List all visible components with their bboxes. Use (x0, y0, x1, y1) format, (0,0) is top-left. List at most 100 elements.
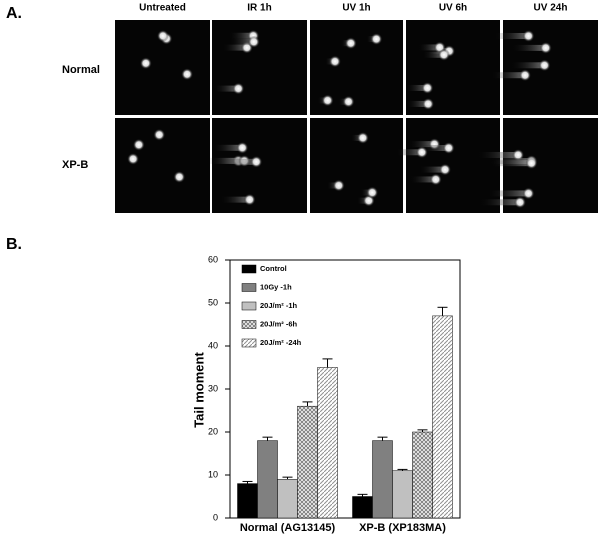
comet-tail (228, 38, 254, 45)
comet-tail (409, 176, 436, 183)
comet-image (212, 20, 307, 115)
error-bar (377, 436, 388, 441)
error-bar (302, 401, 313, 407)
comet-head (429, 173, 442, 186)
bar (237, 483, 258, 519)
comet-tail (418, 166, 446, 173)
x-tick-label: Normal (AG13145) (240, 522, 336, 534)
comet-tail (219, 196, 250, 203)
y-tick-label: 40 (208, 340, 218, 350)
bar (257, 440, 278, 519)
comet-head (512, 148, 525, 161)
bar (372, 440, 393, 519)
y-tick-label: 30 (208, 383, 218, 393)
row-label: Normal (62, 64, 100, 76)
comet-head (173, 170, 186, 183)
bar (297, 405, 318, 519)
error-bar (262, 436, 273, 441)
legend-swatch (241, 320, 257, 329)
comet-tail (493, 32, 529, 39)
error-bar (437, 306, 448, 316)
comet-tail (228, 32, 254, 39)
comet-tail (489, 160, 532, 167)
error-bar (242, 480, 253, 484)
legend-swatch (241, 301, 257, 311)
comet-head (132, 138, 145, 151)
legend-label: 20J/m² -24h (260, 338, 302, 347)
comet-head (243, 193, 256, 206)
comet-tail (490, 72, 526, 79)
comet-head (522, 29, 535, 42)
y-tick-label: 50 (208, 297, 218, 307)
comet-tail (510, 44, 546, 51)
legend-swatch (241, 338, 257, 348)
comet-tail (476, 151, 519, 158)
comet-head (329, 55, 342, 68)
comet-tail (421, 51, 444, 58)
error-bar (322, 358, 333, 368)
comet-head (139, 57, 152, 70)
error-bar (282, 476, 293, 480)
comet-image (406, 20, 500, 115)
comet-head (356, 131, 369, 144)
comet-head (344, 37, 357, 50)
legend-label: Control (260, 264, 287, 273)
comet-head (153, 128, 166, 141)
row-label: XP-B (62, 159, 88, 171)
comet-head (437, 48, 450, 61)
y-tick-label: 0 (213, 512, 218, 522)
legend-label: 20J/m² -6h (260, 319, 298, 328)
column-label: Untreated (139, 3, 186, 14)
comet-head (250, 155, 263, 168)
comet-head (366, 186, 379, 199)
comet-head (370, 33, 383, 46)
bar (277, 479, 298, 519)
comet-head (232, 82, 245, 95)
column-label: UV 24h (534, 3, 568, 14)
error-bar (417, 429, 428, 432)
comet-head (421, 81, 434, 94)
comet-tail (408, 141, 435, 148)
comet-tail (422, 145, 449, 152)
panel-label: A. (6, 5, 22, 22)
comet-tail (417, 44, 440, 51)
comet-image (406, 118, 500, 213)
comet-tail (486, 190, 529, 197)
comet-tail (509, 62, 545, 69)
comet-tail (395, 149, 422, 156)
legend-label: 20J/m² -1h (260, 301, 298, 310)
comet-head (332, 179, 345, 192)
panel-label: B. (6, 236, 22, 253)
comet-head (538, 59, 551, 72)
column-label: UV 1h (342, 3, 370, 14)
comet-head (522, 187, 535, 200)
bar (432, 315, 453, 519)
column-label: UV 6h (439, 3, 467, 14)
legend-swatch (241, 264, 257, 274)
comet-head (156, 29, 169, 42)
error-bar (357, 493, 368, 497)
bar (352, 496, 373, 519)
comet-head (247, 35, 260, 48)
y-axis-label: Tail moment (191, 352, 206, 428)
comet-tail (221, 44, 247, 51)
bar (392, 470, 413, 519)
comet-head (514, 196, 527, 209)
comet-head (442, 142, 455, 155)
comet-head (439, 163, 452, 176)
comet-head (519, 69, 532, 82)
comet-tail (213, 85, 239, 92)
x-tick-label: XP-B (XP183MA) (359, 522, 446, 534)
legend-label: 10Gy -1h (260, 282, 292, 291)
comet-tail (406, 100, 429, 107)
comet-tail (226, 158, 257, 165)
y-tick-label: 10 (208, 469, 218, 479)
bar (412, 431, 433, 519)
comet-tail (212, 144, 243, 151)
comet-head (422, 97, 435, 110)
comet-image (310, 118, 403, 213)
comet-head (525, 157, 538, 170)
comet-head (321, 94, 334, 107)
y-tick-label: 20 (208, 426, 218, 436)
